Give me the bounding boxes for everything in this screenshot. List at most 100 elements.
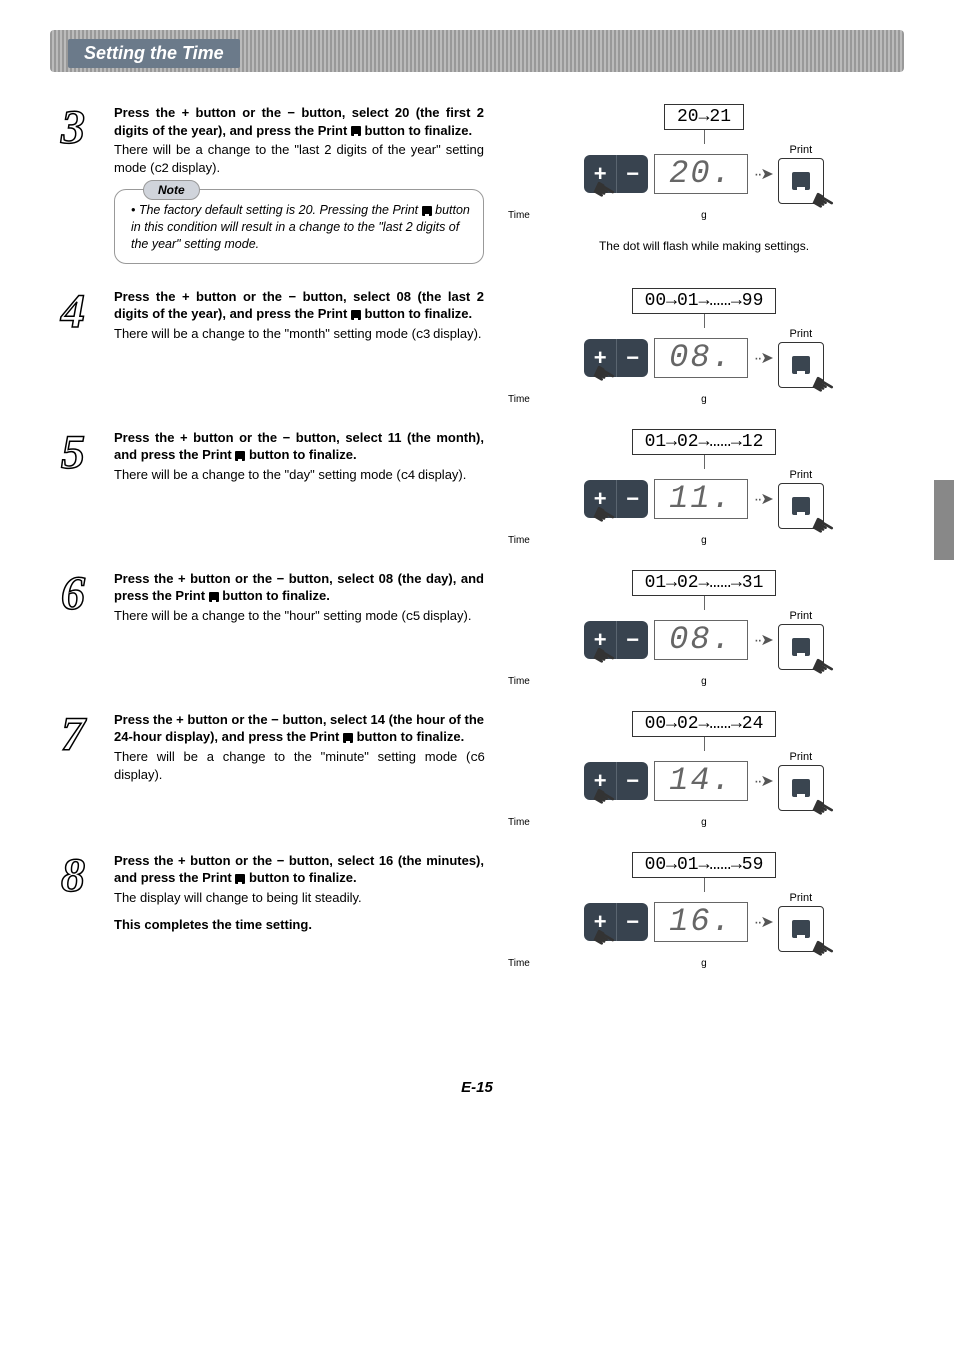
step-illustration: 20→21 + − ☚ 20. ··➤ Print ☚ Time g The d…	[504, 104, 904, 264]
connector-line	[704, 596, 705, 610]
step-number: 3	[50, 104, 96, 264]
step-illustration: 01→02→……→31 + − ☚ 08. ··➤ Print ☚ Time g	[504, 570, 904, 687]
time-label: Time	[508, 958, 530, 969]
print-label: Print	[778, 144, 824, 156]
segment-display: 14.	[654, 761, 748, 801]
g-label: g	[701, 817, 707, 828]
control-panel: + − ☚ 08. ··➤ Print ☚	[584, 610, 824, 670]
range-indicator: 01→02→……→31	[632, 570, 777, 596]
print-icon	[235, 874, 245, 884]
completion-text: This completes the time setting.	[114, 916, 484, 934]
page-number: E-15	[50, 1079, 904, 1096]
manual-page: Setting the Time 3 Press the + button or…	[0, 0, 954, 1136]
minus-button[interactable]: −	[616, 155, 648, 193]
segment-display: 08.	[654, 620, 748, 660]
step-instruction: Press the + button or the − button, sele…	[114, 429, 484, 464]
step: 7 Press the + button or the − button, se…	[50, 711, 904, 828]
step-illustration: 00→02→……→24 + − ☚ 14. ··➤ Print ☚ Time g	[504, 711, 904, 828]
step-text: Press the + button or the − button, sele…	[114, 288, 484, 405]
section-title: Setting the Time	[68, 39, 240, 68]
arrow-icon: ··➤	[754, 630, 772, 650]
step-number: 8	[50, 852, 96, 969]
control-panel: + − ☚ 11. ··➤ Print ☚	[584, 469, 824, 529]
connector-line	[704, 314, 705, 328]
connector-line	[704, 130, 705, 144]
connector-line	[704, 455, 705, 469]
step-description: There will be a change to the "last 2 di…	[114, 141, 484, 177]
illustration-caption: The dot will flash while making settings…	[599, 239, 809, 253]
step-illustration: 00→01→……→59 + − ☚ 16. ··➤ Print ☚ Time g	[504, 852, 904, 969]
print-icon	[235, 451, 245, 461]
step-illustration: 01→02→……→12 + − ☚ 11. ··➤ Print ☚ Time g	[504, 429, 904, 546]
segment-display: 20.	[654, 154, 748, 194]
button-sublabels: Time g	[504, 676, 904, 687]
print-label: Print	[778, 469, 824, 481]
time-label: Time	[508, 394, 530, 405]
connector-line	[704, 878, 705, 892]
step-number: 6	[50, 570, 96, 687]
step-text: Press the + button or the − button, sele…	[114, 429, 484, 546]
step: 4 Press the + button or the − button, se…	[50, 288, 904, 405]
minus-button[interactable]: −	[616, 339, 648, 377]
button-sublabels: Time g	[504, 958, 904, 969]
step-description: There will be a change to the "minute" s…	[114, 748, 484, 784]
time-label: Time	[508, 535, 530, 546]
button-sublabels: Time g	[504, 394, 904, 405]
arrow-icon: ··➤	[754, 348, 772, 368]
time-label: Time	[508, 210, 530, 221]
arrow-icon: ··➤	[754, 164, 772, 184]
step-description: There will be a change to the "month" se…	[114, 325, 484, 344]
step-number: 7	[50, 711, 96, 828]
step-description: There will be a change to the "hour" set…	[114, 607, 484, 626]
segment-display: 11.	[654, 479, 748, 519]
section-header: Setting the Time	[50, 30, 904, 72]
arrow-icon: ··➤	[754, 489, 772, 509]
step: 3 Press the + button or the − button, se…	[50, 104, 904, 264]
step: 5 Press the + button or the − button, se…	[50, 429, 904, 546]
print-label: Print	[778, 610, 824, 622]
step-number: 5	[50, 429, 96, 546]
minus-button[interactable]: −	[616, 903, 648, 941]
minus-button[interactable]: −	[616, 762, 648, 800]
note-box: Note • The factory default setting is 20…	[114, 189, 484, 264]
step-text: Press the + button or the − button, sele…	[114, 711, 484, 828]
time-label: Time	[508, 817, 530, 828]
minus-button[interactable]: −	[616, 480, 648, 518]
segment-display: 08.	[654, 338, 748, 378]
control-panel: + − ☚ 20. ··➤ Print ☚	[584, 144, 824, 204]
print-label: Print	[778, 751, 824, 763]
step-description: The display will change to being lit ste…	[114, 889, 484, 907]
print-icon	[351, 126, 361, 136]
button-sublabels: Time g	[504, 817, 904, 828]
print-label: Print	[778, 892, 824, 904]
control-panel: + − ☚ 16. ··➤ Print ☚	[584, 892, 824, 952]
arrow-icon: ··➤	[754, 771, 772, 791]
section-tab	[934, 480, 954, 560]
g-label: g	[701, 210, 707, 221]
segment-display: 16.	[654, 902, 748, 942]
button-sublabels: Time g	[504, 210, 904, 221]
step-instruction: Press the + button or the − button, sele…	[114, 570, 484, 605]
step-text: Press the + button or the − button, sele…	[114, 570, 484, 687]
print-icon	[351, 310, 361, 320]
control-panel: + − ☚ 14. ··➤ Print ☚	[584, 751, 824, 811]
g-label: g	[701, 535, 707, 546]
connector-line	[704, 737, 705, 751]
minus-button[interactable]: −	[616, 621, 648, 659]
g-label: g	[701, 958, 707, 969]
step-instruction: Press the + button or the − button, sele…	[114, 852, 484, 887]
step: 8 Press the + button or the − button, se…	[50, 852, 904, 969]
time-label: Time	[508, 676, 530, 687]
step-text: Press the + button or the − button, sele…	[114, 852, 484, 969]
step-number: 4	[50, 288, 96, 405]
range-indicator: 01→02→……→12	[632, 429, 777, 455]
arrow-icon: ··➤	[754, 912, 772, 932]
control-panel: + − ☚ 08. ··➤ Print ☚	[584, 328, 824, 388]
range-indicator: 00→01→……→59	[632, 852, 777, 878]
step: 6 Press the + button or the − button, se…	[50, 570, 904, 687]
step-instruction: Press the + button or the − button, sele…	[114, 288, 484, 323]
step-text: Press the + button or the − button, sele…	[114, 104, 484, 264]
button-sublabels: Time g	[504, 535, 904, 546]
g-label: g	[701, 676, 707, 687]
range-indicator: 00→02→……→24	[632, 711, 777, 737]
